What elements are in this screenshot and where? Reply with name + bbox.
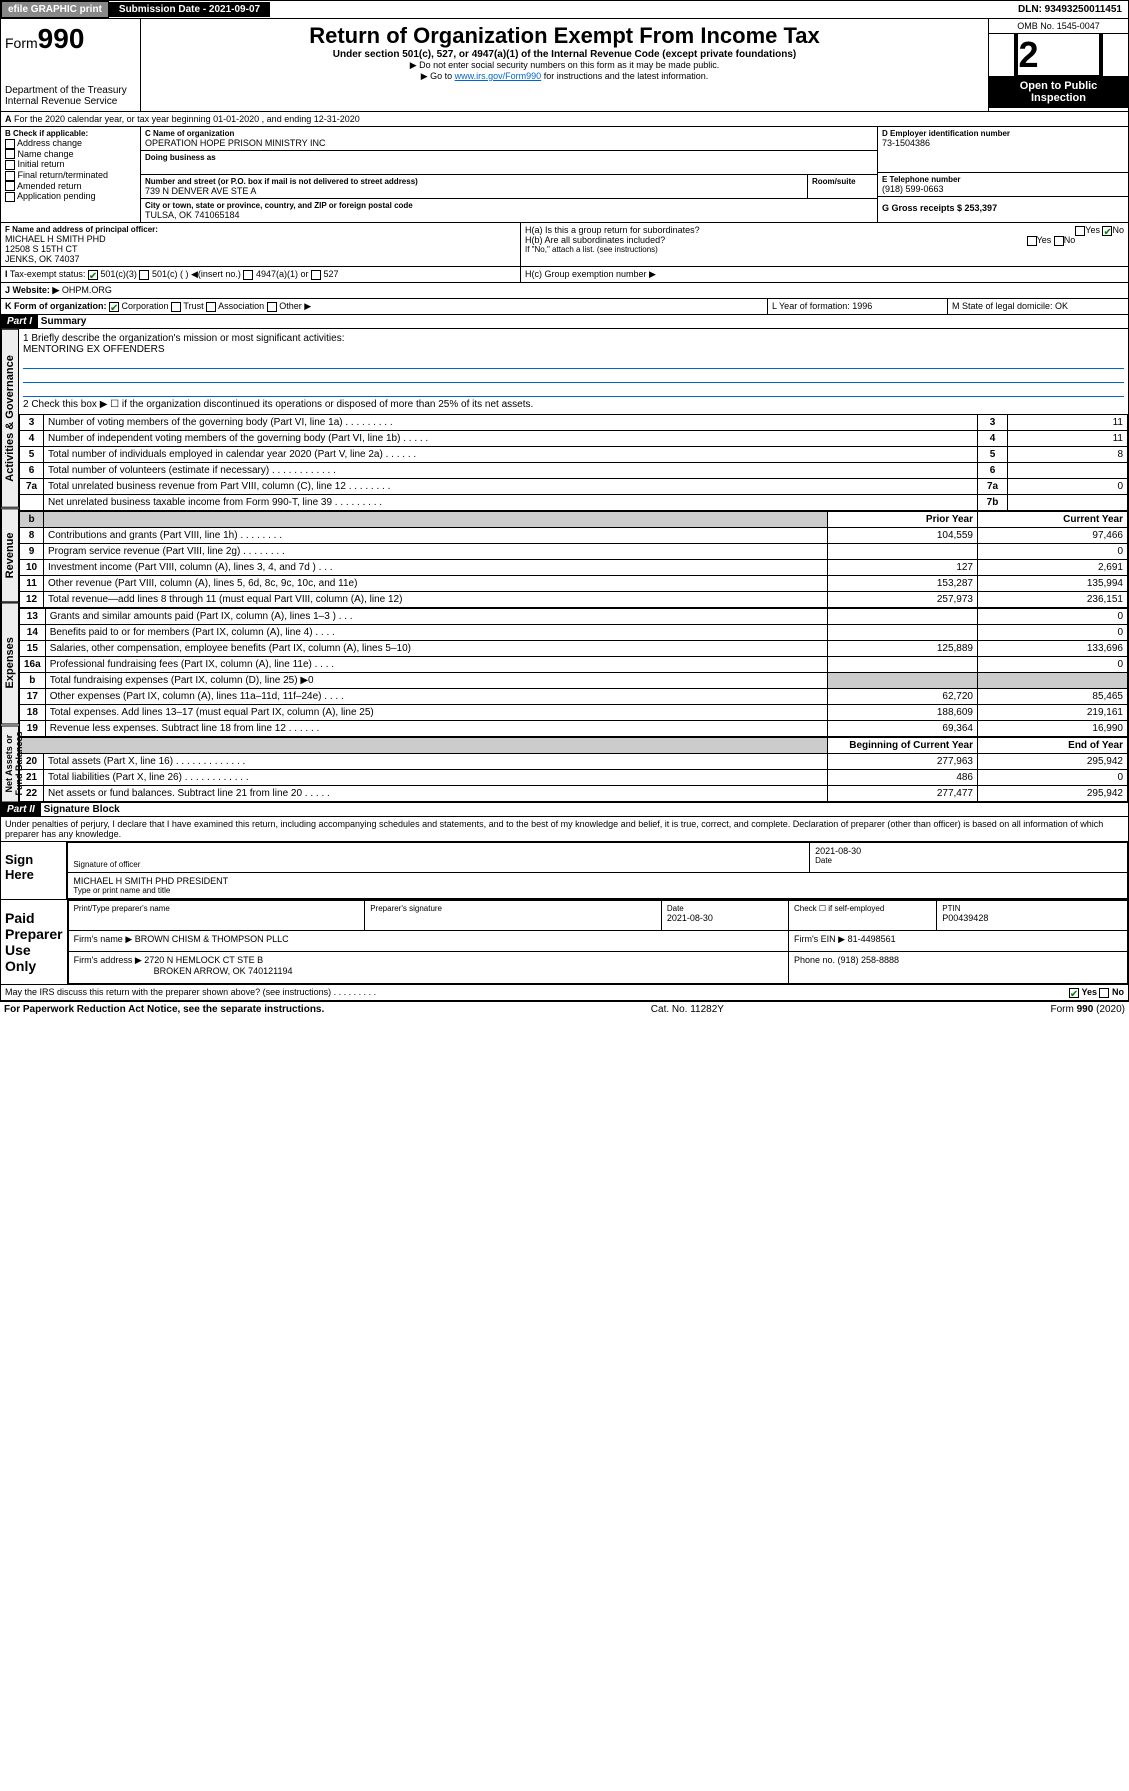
governance-table: 3Number of voting members of the governi…	[19, 414, 1128, 511]
phone: (918) 599-0663	[882, 184, 1124, 194]
chk-initial[interactable]: Initial return	[5, 159, 136, 170]
group-return-b: H(b) Are all subordinates included? Yes …	[525, 235, 1124, 245]
discuss-row: May the IRS discuss this return with the…	[0, 985, 1129, 1001]
website: OHPM.ORG	[62, 285, 112, 295]
tax-period: For the 2020 calendar year, or tax year …	[14, 114, 360, 124]
note-ssn: ▶ Do not enter social security numbers o…	[145, 60, 984, 71]
perjury-statement: Under penalties of perjury, I declare th…	[0, 817, 1129, 842]
note-goto: ▶ Go to www.irs.gov/Form990 for instruct…	[145, 71, 984, 82]
vtab-revenue: Revenue	[1, 508, 19, 602]
form-header: Form990 Department of the Treasury Inter…	[0, 19, 1129, 112]
irs-link[interactable]: www.irs.gov/Form990	[455, 71, 542, 81]
year-formation: L Year of formation: 1996	[768, 299, 948, 314]
mission: MENTORING EX OFFENDERS	[23, 344, 1124, 355]
discuss-no[interactable]	[1099, 988, 1109, 998]
dept-treasury: Department of the Treasury Internal Reve…	[5, 85, 136, 107]
chk-pending[interactable]: Application pending	[5, 191, 136, 202]
paid-preparer-block: Paid Preparer Use Only Print/Type prepar…	[0, 900, 1129, 985]
part1-header: Part I Summary	[0, 315, 1129, 329]
part2-header: Part II Signature Block	[0, 803, 1129, 817]
box-b-label: B Check if applicable:	[5, 129, 136, 138]
chk-501c3[interactable]	[88, 270, 98, 280]
chk-name[interactable]: Name change	[5, 149, 136, 160]
form-subtitle: Under section 501(c), 527, or 4947(a)(1)…	[145, 49, 984, 60]
expenses-table: 13Grants and similar amounts paid (Part …	[19, 608, 1128, 737]
top-bar: efile GRAPHIC print Submission Date - 20…	[0, 0, 1129, 19]
org-address: 739 N DENVER AVE STE A	[145, 186, 803, 196]
submission-date: Submission Date - 2021-09-07	[109, 2, 270, 17]
firm-ein: Firm's EIN ▶ 81-4498561	[788, 930, 1127, 951]
vtab-governance: Activities & Governance	[1, 329, 19, 508]
entity-block: B Check if applicable: Address change Na…	[0, 127, 1129, 223]
chk-amended[interactable]: Amended return	[5, 181, 136, 192]
chk-final[interactable]: Final return/terminated	[5, 170, 136, 181]
vtab-expenses: Expenses	[1, 602, 19, 724]
omb-number: OMB No. 1545-0047	[989, 19, 1128, 34]
ein: 73-1504386	[882, 138, 1124, 148]
open-to-public: Open to Public Inspection	[989, 76, 1128, 108]
netassets-table: Beginning of Current YearEnd of Year 20T…	[19, 737, 1128, 802]
form-number-footer: Form 990 (2020)	[1051, 1004, 1125, 1015]
summary-section: Activities & Governance Revenue Expenses…	[0, 329, 1129, 803]
org-name: OPERATION HOPE PRISON MINISTRY INC	[145, 138, 873, 148]
group-exemption: H(c) Group exemption number ▶	[521, 267, 1128, 282]
form-title: Return of Organization Exempt From Incom…	[145, 23, 984, 49]
page-footer: For Paperwork Reduction Act Notice, see …	[0, 1001, 1129, 1017]
dln: DLN: 93493250011451	[1012, 2, 1128, 17]
firm-phone: Phone no. (918) 258-8888	[788, 951, 1127, 983]
state-domicile: M State of legal domicile: OK	[948, 299, 1128, 314]
org-city: TULSA, OK 741065184	[145, 210, 873, 220]
gross-receipts: G Gross receipts $ 253,397	[878, 197, 1128, 219]
officer-name: MICHAEL H SMITH PHD	[5, 234, 516, 244]
revenue-table: bPrior YearCurrent Year 8Contributions a…	[19, 511, 1128, 608]
vtab-netassets: Net Assets or Fund Balances	[1, 725, 19, 802]
chk-corp[interactable]	[109, 302, 119, 312]
officer-group-row: F Name and address of principal officer:…	[0, 223, 1129, 267]
firm-name: BROWN CHISM & THOMPSON PLLC	[135, 934, 289, 944]
sign-here-block: Sign Here Signature of officer 2021-08-3…	[0, 842, 1129, 900]
form-number: Form990	[5, 23, 136, 55]
tax-year: 2020	[989, 34, 1128, 76]
group-return-a: H(a) Is this a group return for subordin…	[525, 225, 1124, 235]
officer-sig-name: MICHAEL H SMITH PHD PRESIDENT	[73, 876, 1122, 886]
discuss-yes[interactable]	[1069, 988, 1079, 998]
period-row: A For the 2020 calendar year, or tax yea…	[0, 112, 1129, 127]
ptin: P00439428	[942, 913, 1122, 923]
chk-address[interactable]: Address change	[5, 138, 136, 149]
efile-button[interactable]: efile GRAPHIC print	[1, 1, 109, 18]
